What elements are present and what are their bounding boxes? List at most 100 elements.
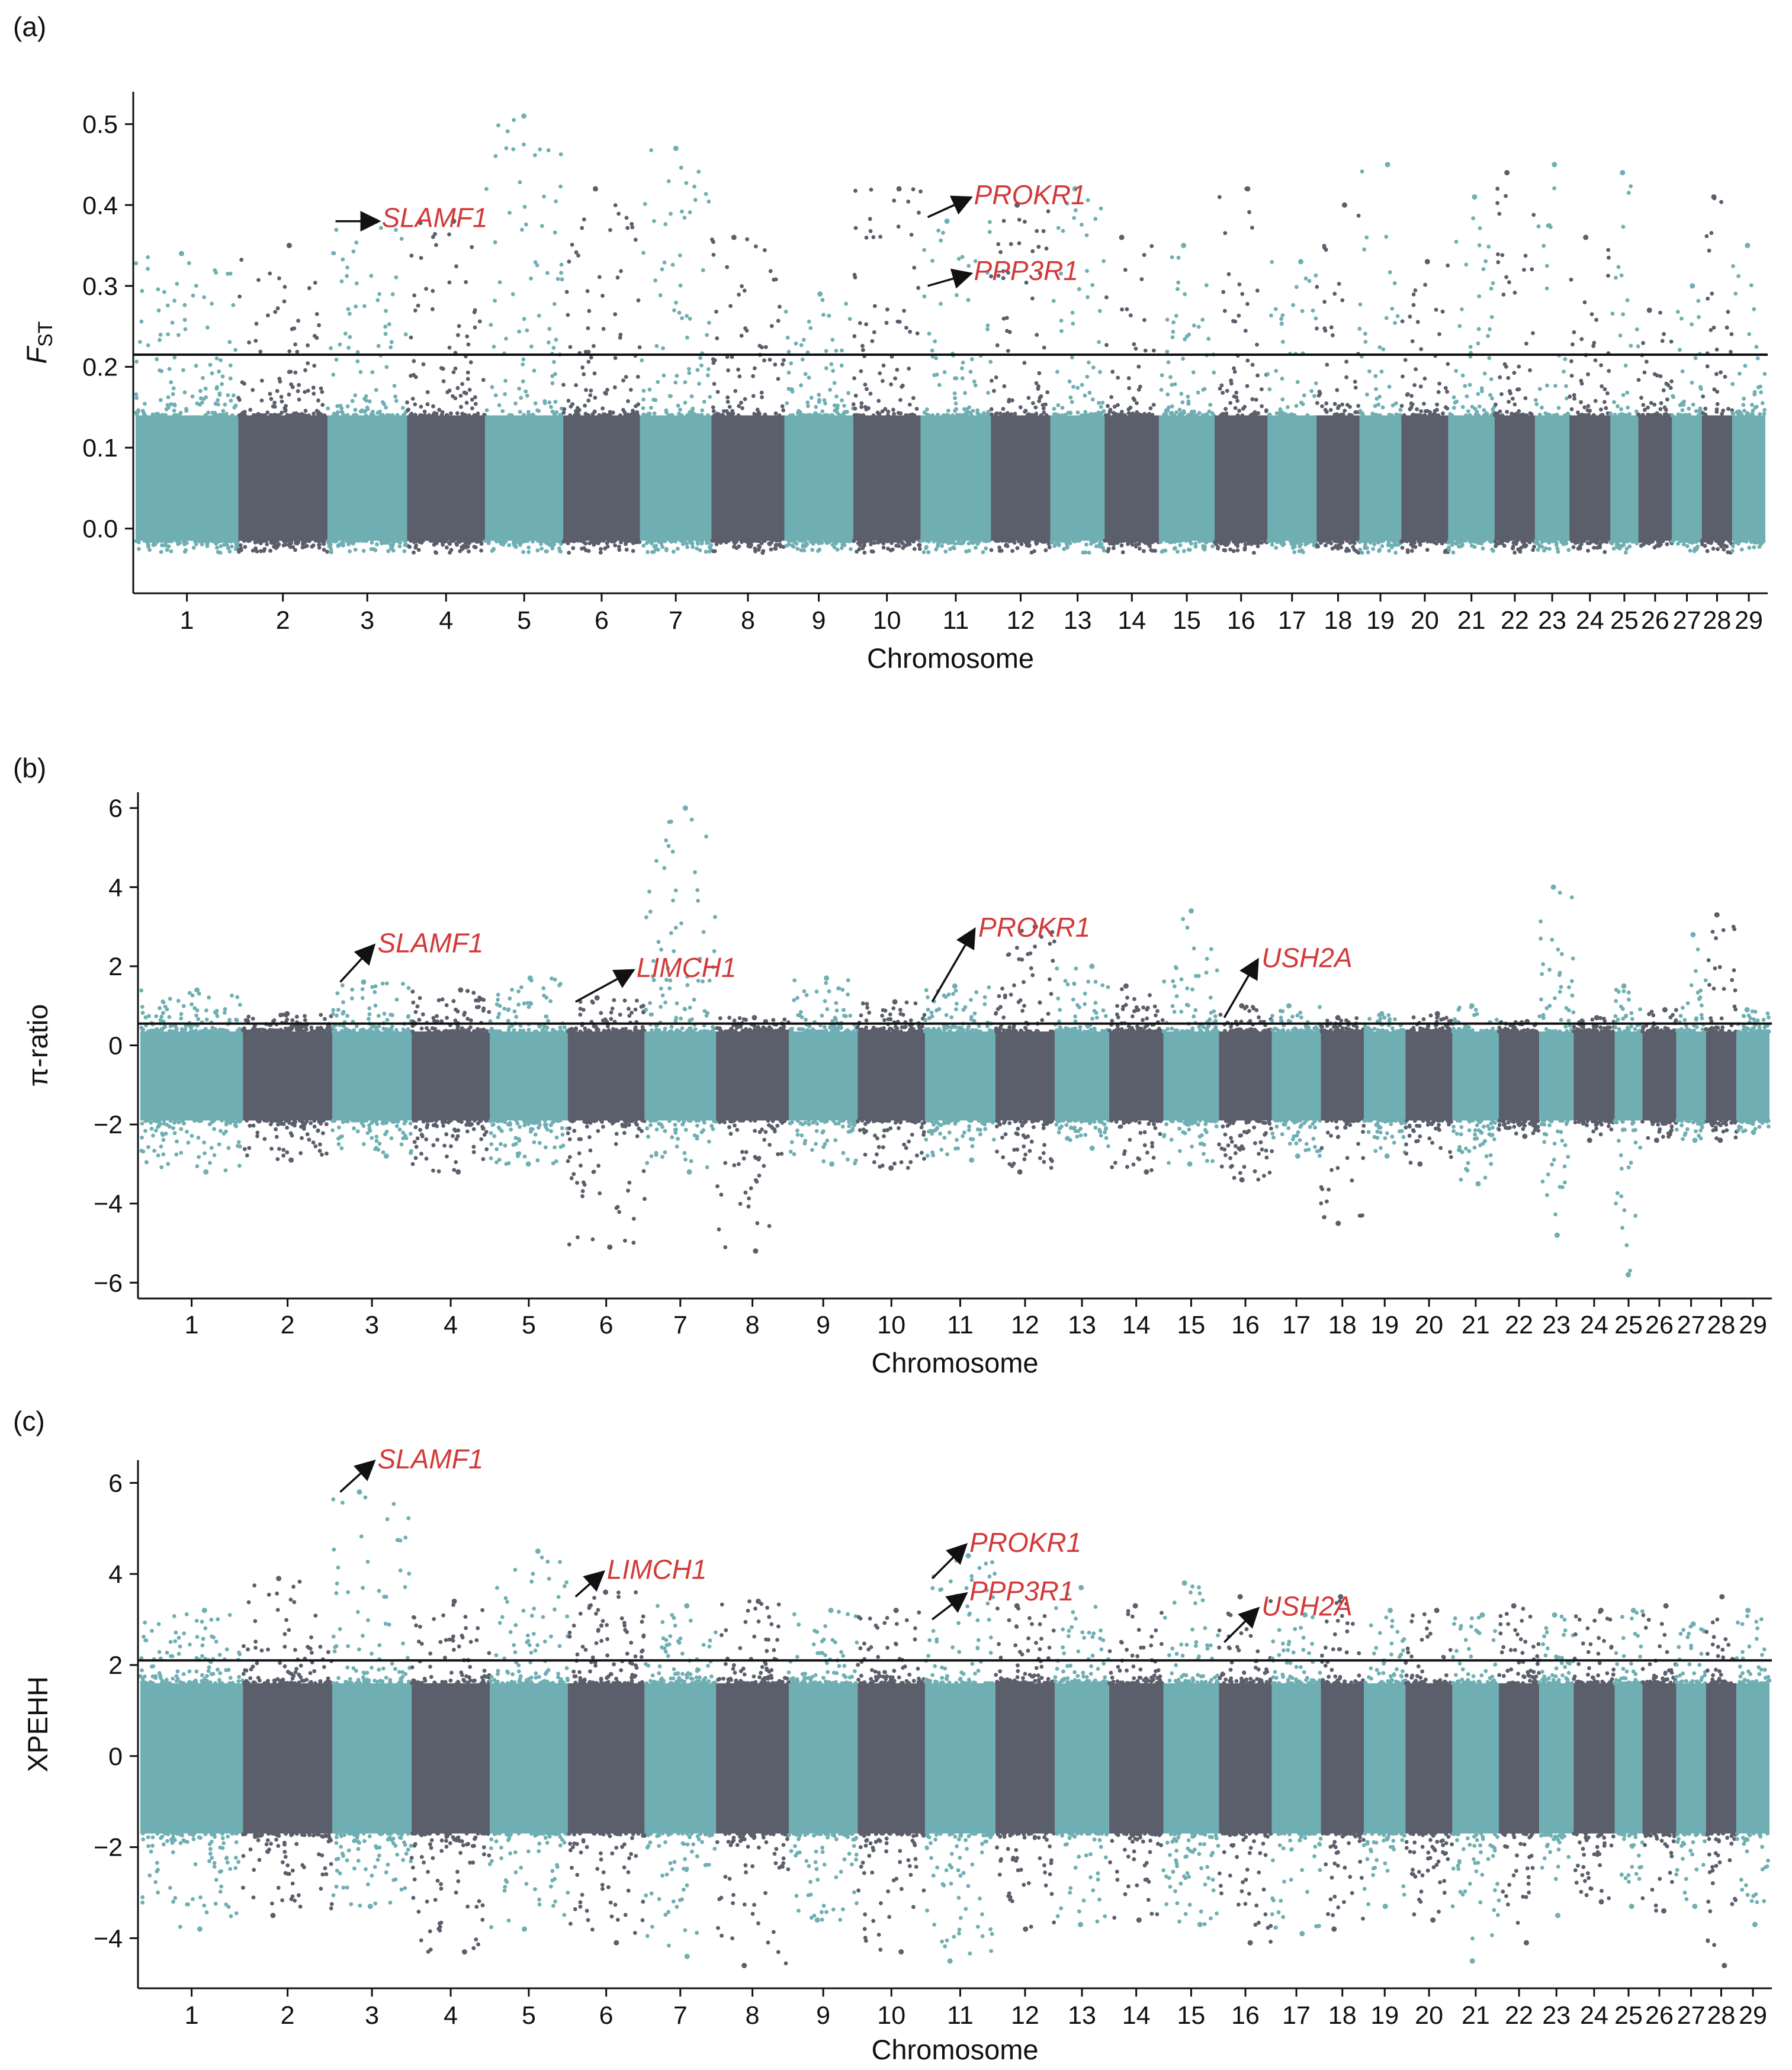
chromosome-29-points (1735, 1608, 1772, 1927)
x-tick-label: 9 (816, 2001, 830, 2030)
chromosome-8-bulk (716, 1683, 789, 1834)
chromosome-15-min-point (1197, 1921, 1203, 1927)
chromosome-10-points (855, 999, 927, 1171)
chromosome-2-min-point (270, 1912, 276, 1918)
chromosome-2-bulk (238, 415, 328, 541)
chromosome-2-min-point (288, 1157, 294, 1163)
chromosome-24-bulk (1573, 1031, 1615, 1121)
x-tick-label: 14 (1117, 606, 1146, 635)
chromosome-11-bulk (925, 1031, 995, 1121)
chromosome-2-peak-point (284, 1011, 290, 1017)
x-tick-label: 2 (281, 2001, 295, 2030)
chromosome-26-peak-point (1662, 1007, 1668, 1012)
chromosome-26-min-point (1661, 1908, 1666, 1914)
chromosome-4-points (410, 987, 492, 1175)
x-axis-title: Chromosome (871, 2034, 1038, 2065)
chromosome-2-points (236, 243, 329, 554)
chromosome-15-bulk (1163, 1683, 1219, 1834)
chromosome-1-peak-point (194, 987, 200, 993)
chromosome-25-points (1613, 983, 1643, 1278)
chromosome-18-bulk (1316, 415, 1360, 541)
chromosome-10-min-point (888, 1165, 894, 1171)
chromosome-23-peak-point (1552, 1612, 1557, 1618)
x-tick-label: 19 (1370, 1311, 1399, 1339)
chromosome-28-min-point (1717, 1137, 1723, 1143)
chromosome-20-peak-point (1434, 1011, 1440, 1017)
x-tick-label: 21 (1462, 2001, 1490, 2030)
chromosome-16-peak-point (1239, 1003, 1245, 1009)
chromosome-29-points (1736, 1007, 1771, 1135)
chromosome-27-points (1674, 1621, 1707, 1910)
chromosome-9-min-point (814, 1917, 820, 1923)
chromosome-28-peak-point (1714, 912, 1720, 918)
chromosome-23-bulk (1539, 1031, 1574, 1121)
chromosome-5-peak-point (535, 1548, 541, 1554)
chromosome-12-bulk (991, 415, 1051, 541)
gene-label-ppp3r1: PPP3R1 (974, 255, 1078, 286)
annotation-arrow (927, 195, 973, 218)
chromosome-22-points (1497, 1603, 1541, 1946)
x-tick-label: 21 (1457, 606, 1486, 635)
chromosome-24-peak-point (1583, 234, 1589, 240)
y-tick-label: 0.1 (82, 434, 118, 462)
x-tick-label: 27 (1673, 606, 1701, 635)
x-tick-label: 12 (1011, 2001, 1039, 2030)
x-tick-label: 29 (1739, 2001, 1767, 2030)
chromosome-29-bulk (1732, 415, 1765, 541)
y-tick-label: 0.0 (82, 515, 118, 544)
chromosome-5-peak-point (527, 975, 533, 981)
chromosome-15-peak-point (1181, 243, 1187, 249)
chromosome-22-peak-point (1511, 1603, 1517, 1609)
chromosome-4-min-point (455, 1169, 461, 1175)
chromosome-19-bulk (1364, 1031, 1406, 1121)
x-tick-label: 17 (1278, 606, 1306, 635)
chromosome-6-points (567, 1589, 647, 1946)
x-tick-label: 7 (673, 2001, 688, 2030)
x-tick-label: 12 (1011, 1311, 1039, 1339)
chromosome-1-points (138, 1608, 245, 1932)
chromosome-11-bulk (920, 415, 991, 541)
chromosome-2-bulk (243, 1683, 332, 1834)
x-tick-label: 11 (947, 2001, 974, 2030)
x-tick-label: 2 (281, 1311, 295, 1339)
chromosome-8-min-point (741, 1963, 747, 1969)
annotation-arrow (339, 943, 376, 983)
chromosome-20-bulk (1401, 415, 1449, 541)
chromosome-3-peak-point (357, 1489, 362, 1495)
chromosome-8-peak-point (752, 1015, 757, 1021)
chromosome-14-peak-point (1119, 234, 1125, 240)
chromosome-8-min-point (753, 1248, 759, 1254)
chromosome-29-peak-point (1745, 243, 1751, 249)
chromosome-15-min-point (1187, 1161, 1193, 1167)
chromosome-25-peak-point (1620, 170, 1626, 176)
chromosome-19-min-point (1382, 1904, 1388, 1910)
chromosome-3-points (326, 218, 409, 554)
chromosome-15-peak-point (1189, 908, 1194, 914)
chromosome-28-points (1700, 194, 1735, 555)
chromosome-20-points (1404, 1011, 1455, 1167)
chromosome-9-points (783, 291, 855, 553)
x-tick-label: 28 (1707, 2001, 1736, 2030)
chromosome-10-peak-point (893, 1608, 899, 1613)
x-tick-label: 1 (185, 2001, 199, 2030)
chromosome-7-min-point (686, 1169, 692, 1175)
chromosome-13-min-point (1078, 1921, 1084, 1927)
chromosome-12-min-point (1023, 1926, 1029, 1932)
chromosome-21-bulk (1448, 415, 1495, 541)
x-tick-label: 4 (439, 606, 453, 635)
chromosome-11-peak-point (952, 983, 958, 989)
chromosome-11-bulk (925, 1683, 995, 1834)
chromosome-26-bulk (1642, 1683, 1677, 1834)
chromosome-3-min-point (367, 1904, 373, 1910)
x-tick-label: 25 (1614, 1311, 1643, 1339)
x-axis-title: Chromosome (871, 1347, 1038, 1378)
chromosome-1-bulk (140, 1683, 243, 1834)
y-tick-label: −2 (94, 1834, 123, 1862)
x-tick-label: 29 (1735, 606, 1763, 635)
chromosome-21-peak-point (1479, 1612, 1485, 1618)
chromosome-20-bulk (1405, 1683, 1453, 1834)
chromosome-21-min-point (1469, 1958, 1475, 1964)
chromosome-17-points (1270, 1612, 1323, 1937)
chromosome-24-min-point (1598, 1899, 1604, 1905)
